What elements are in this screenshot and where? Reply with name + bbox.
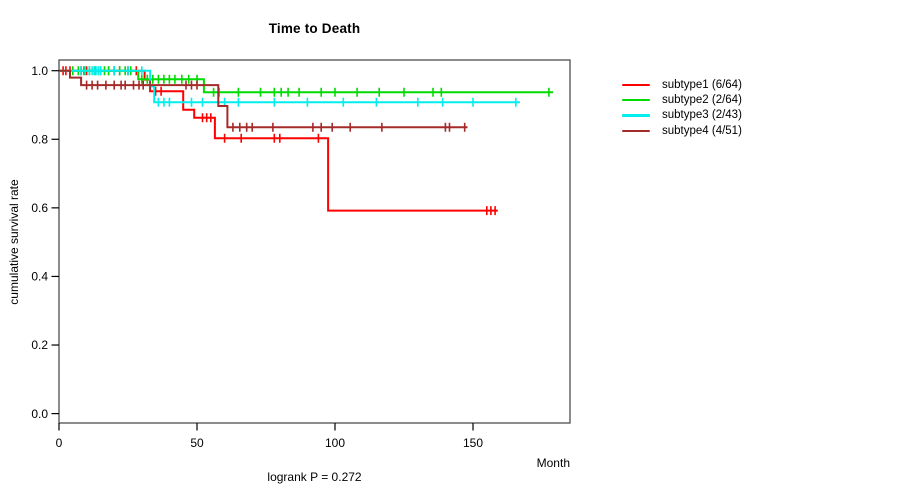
legend-label: subtype1 (6/64) [662, 78, 742, 91]
plot-box [58, 59, 571, 424]
y-tick-label: 0.0 [31, 407, 48, 421]
y-tick-label: 0.6 [31, 201, 48, 215]
legend-label: subtype2 (2/64) [662, 94, 742, 107]
legend-line-sample [622, 114, 650, 117]
y-tick-label: 0.4 [31, 270, 48, 284]
censor-marks-subtype4 [85, 80, 466, 132]
y-tick-label: 1.0 [31, 64, 48, 78]
censor-marks-subtype1 [62, 66, 496, 216]
page-title: Time to Death [268, 21, 361, 36]
legend-item-subtype2: subtype2 (2/64) [622, 92, 742, 107]
survival-curve-subtype3 [59, 69, 520, 104]
legend-item-subtype3: subtype3 (2/43) [622, 108, 742, 123]
x-axis-label: Month [536, 456, 570, 470]
y-tick-label: 0.2 [31, 338, 48, 352]
legend-line-sample [622, 129, 650, 133]
x-tick-label: 100 [325, 436, 345, 450]
legend-label: subtype4 (4/51) [662, 124, 742, 137]
legend-label: subtype3 (2/43) [662, 109, 742, 122]
y-tick-label: 0.8 [31, 132, 48, 146]
survival-curve-subtype4 [59, 69, 468, 129]
x-tick-label: 150 [463, 436, 483, 450]
legend-line-sample [622, 83, 650, 86]
legend-item-subtype4: subtype4 (4/51) [622, 123, 742, 138]
x-tick-label: 50 [190, 436, 204, 450]
x-tick-label: 0 [56, 436, 63, 450]
censor-marks-subtype3 [80, 66, 517, 107]
logrank-pvalue-text: logrank P = 0.272 [267, 470, 362, 484]
legend-item-subtype1: subtype1 (6/64) [622, 77, 742, 92]
legend-line-sample [622, 98, 650, 102]
legend: subtype1 (6/64) subtype2 (2/64) subtype3 (… [622, 77, 742, 139]
